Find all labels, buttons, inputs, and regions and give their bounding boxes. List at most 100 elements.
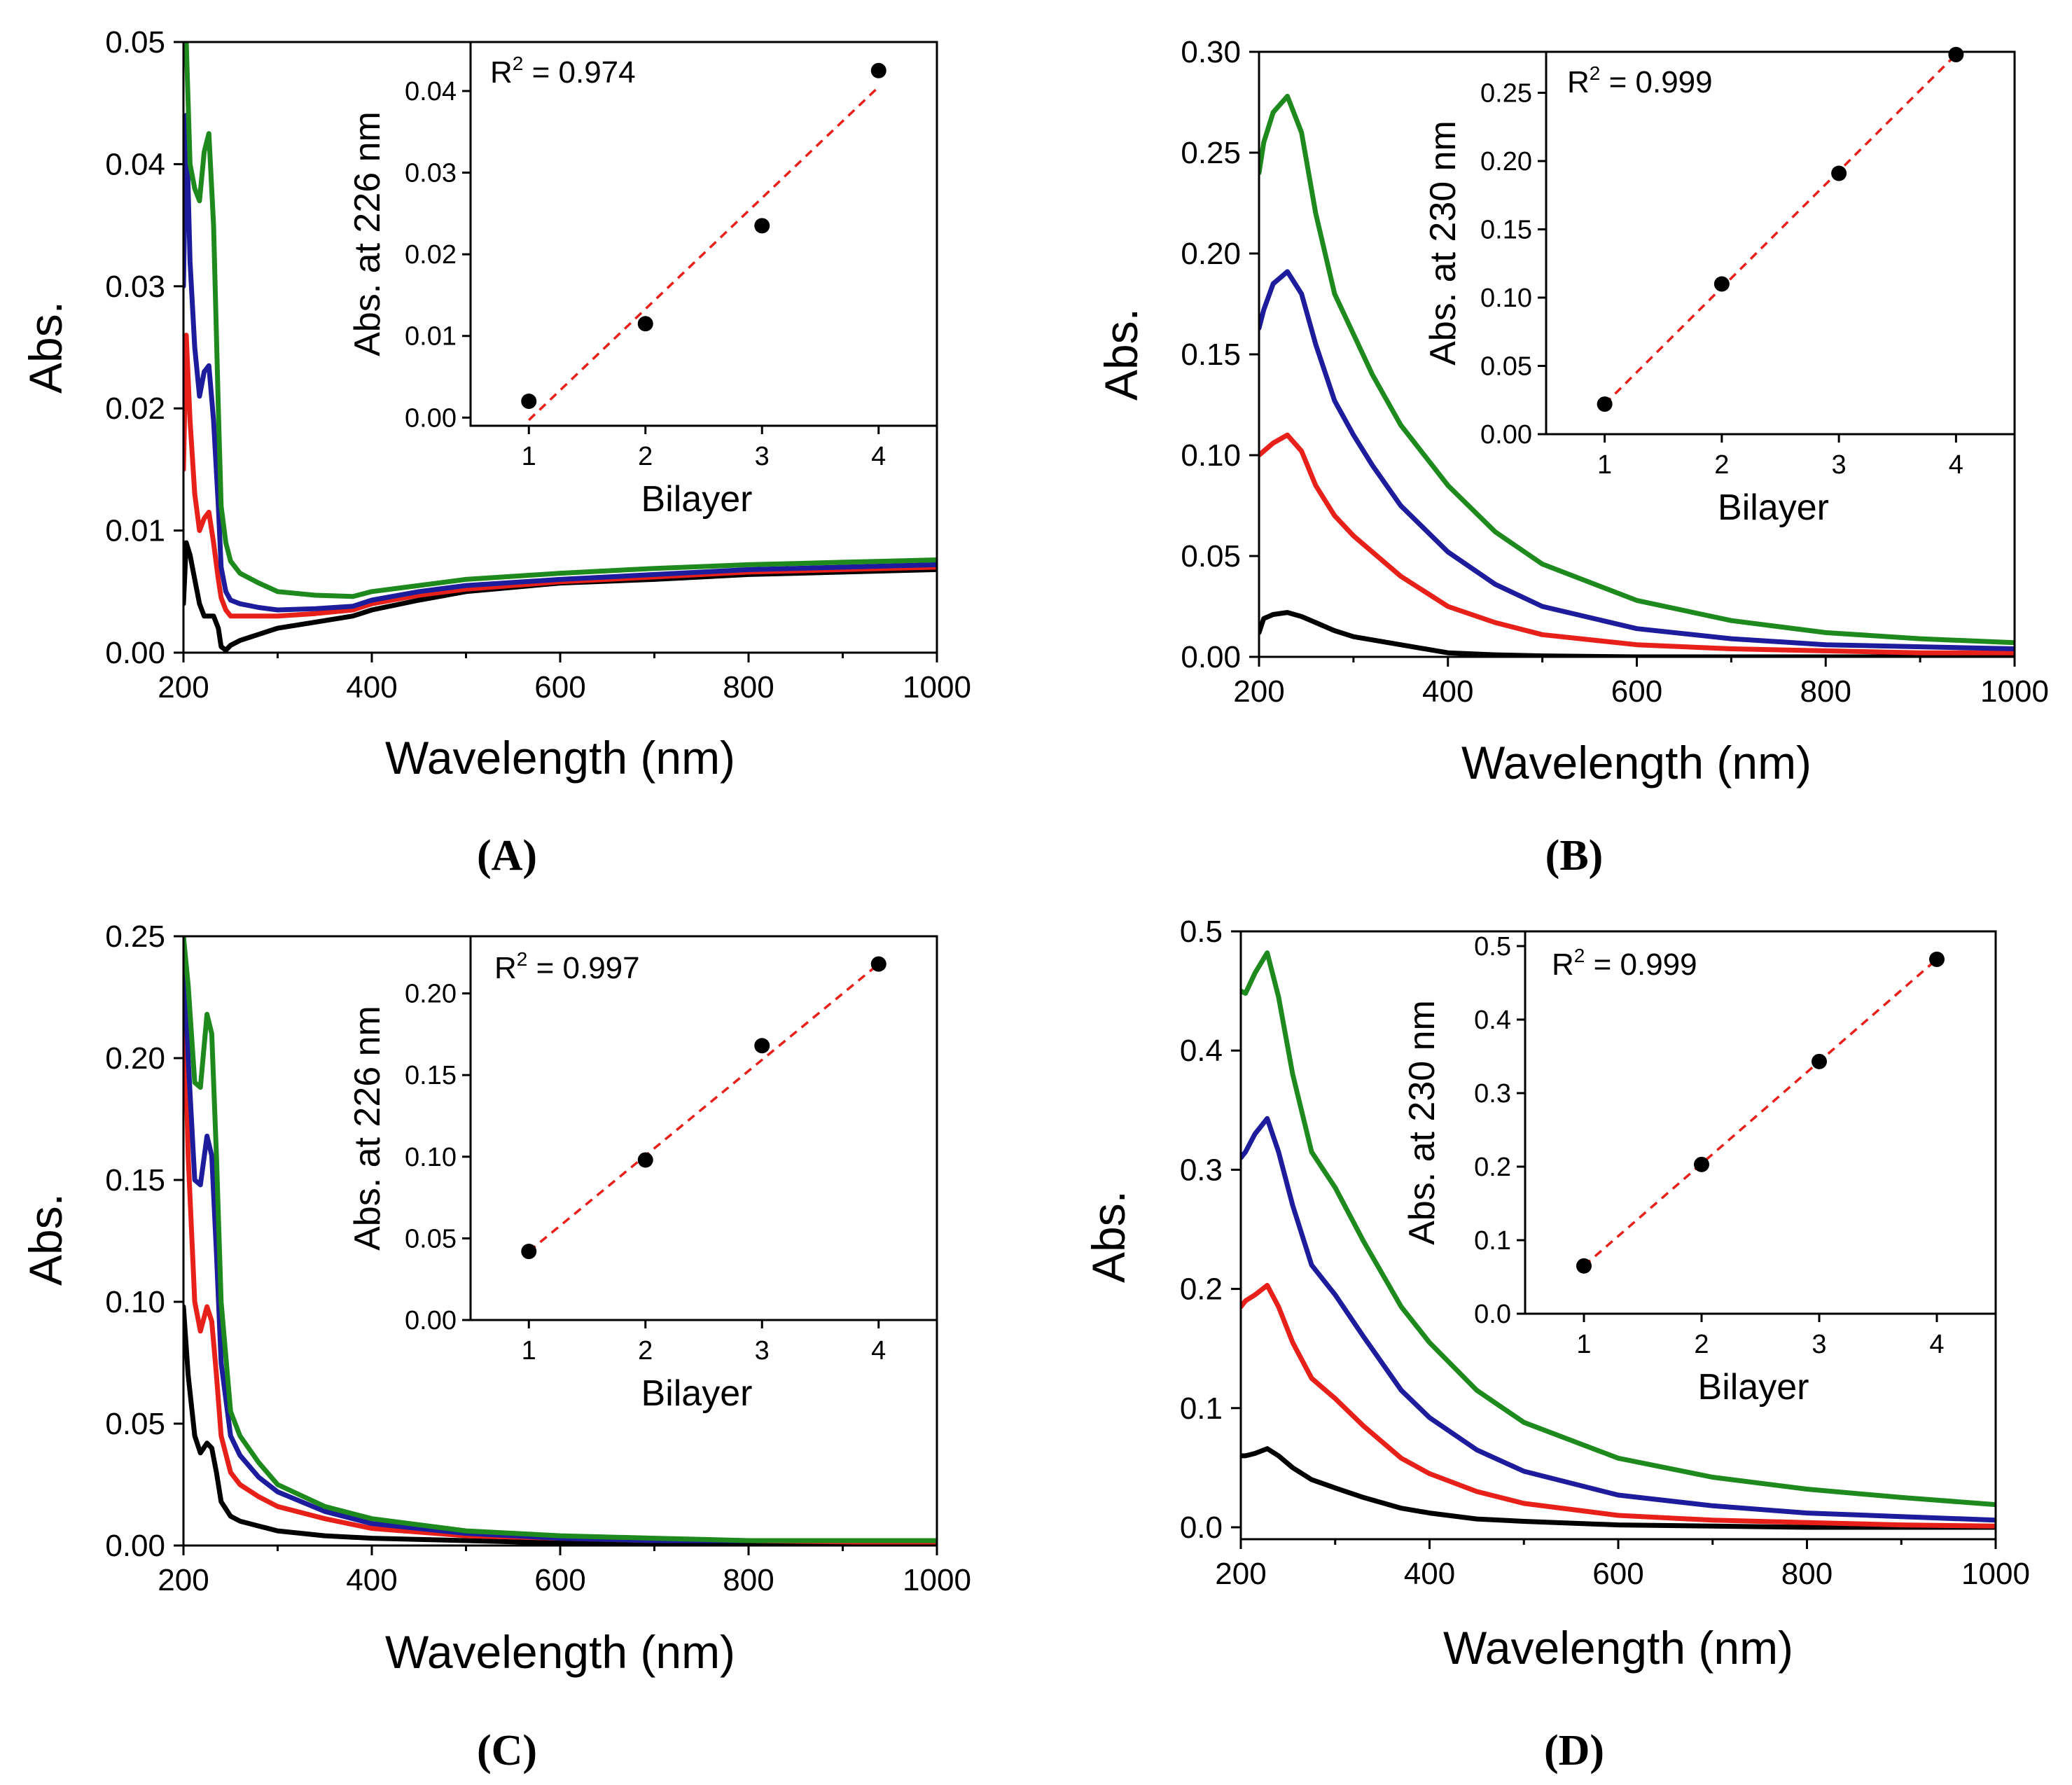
- r-squared-symbol: R: [490, 55, 513, 90]
- chart-panel-b: 200 400 600 800 1000 0.00 0.05 0.10 0.15 0.20 0.25…: [1095, 35, 2049, 880]
- data-point: [637, 316, 653, 332]
- x-tick-label: 1000: [903, 670, 971, 704]
- x-tick-label: 200: [158, 670, 209, 704]
- inset-y-tick-label: 0.02: [405, 240, 457, 270]
- series-line-4-bilayer: [1241, 950, 1996, 1508]
- x-tick-label: 1000: [903, 1563, 971, 1597]
- y-tick-label: 0.00: [105, 636, 165, 670]
- panel-label: (A): [477, 832, 537, 880]
- y-tick-label: 0.20: [1181, 237, 1241, 271]
- inset-x-tick-label: 4: [1929, 1330, 1944, 1359]
- y-tick-label: 0.04: [105, 147, 165, 181]
- inset-frame: [1545, 50, 2016, 436]
- y-tick-label: 0.4: [1180, 1034, 1223, 1068]
- inset-x-axis-label: Bilayer: [1718, 487, 1829, 528]
- inset-y-tick-label: 0.1: [1474, 1226, 1511, 1256]
- data-point: [754, 1038, 770, 1054]
- y-tick-label: 0.10: [1181, 438, 1241, 473]
- x-tick-label: 600: [534, 670, 585, 704]
- inset-y-tick-label: 0.3: [1474, 1079, 1511, 1109]
- x-tick-label: 600: [1611, 674, 1662, 709]
- inset-y-tick-label: 0.05: [405, 1224, 457, 1253]
- inset-chart: 1 2 3 4 0.00 0.05 0.10 0.15 0.20 Bilayer Abs. at 2…: [347, 935, 938, 1414]
- y-tick-label: 0.15: [105, 1163, 165, 1197]
- inset-y-tick-label: 0.15: [1480, 216, 1532, 245]
- fit-line: [528, 963, 879, 1253]
- x-tick-label: 600: [1592, 1557, 1643, 1591]
- inset-y-tick-label: 0.10: [405, 1143, 457, 1172]
- series-line-2-bilayer: [1259, 432, 2015, 655]
- inset-x-axis-label: Bilayer: [641, 479, 753, 520]
- series-line-1-bilayer: [1241, 1446, 1996, 1530]
- inset-y-tick-label: 0.01: [405, 322, 457, 352]
- inset-y-tick-label: 0.00: [405, 403, 457, 433]
- series-line-2-bilayer: [1241, 1283, 1996, 1529]
- series-line-3-bilayer: [1259, 269, 2015, 651]
- data-point: [1597, 396, 1613, 412]
- x-tick-label: 400: [1422, 674, 1473, 709]
- x-axis-label: Wavelength (nm): [385, 1626, 735, 1678]
- x-tick-label: 200: [158, 1563, 209, 1597]
- inset-x-tick-label: 4: [871, 1336, 886, 1366]
- inset-y-tick-label: 0.15: [405, 1061, 457, 1090]
- r-squared-annotation: R2 = 0.997: [494, 948, 640, 985]
- inset-x-tick-label: 3: [1812, 1330, 1826, 1359]
- r-squared-annotation: R2 = 0.974: [490, 53, 636, 90]
- y-tick-label: 0.3: [1180, 1153, 1223, 1187]
- y-tick-label: 0.30: [1181, 35, 1241, 69]
- data-point: [1812, 1053, 1827, 1069]
- y-tick-label: 0.00: [1181, 640, 1241, 674]
- data-point: [870, 956, 886, 972]
- inset-x-tick-label: 1: [1576, 1330, 1591, 1359]
- x-tick-label: 200: [1233, 674, 1284, 709]
- y-tick-label: 0.2: [1180, 1272, 1223, 1307]
- data-point: [1694, 1156, 1709, 1172]
- inset-chart: 1 2 3 4 0.00 0.01 0.02 0.03 0.04 Bilayer Abs. at 2…: [347, 41, 938, 520]
- inset-x-tick-label: 2: [1714, 450, 1729, 480]
- y-tick-label: 0.05: [1181, 539, 1241, 574]
- x-tick-label: 1000: [1961, 1557, 2030, 1591]
- inset-x-tick-label: 1: [522, 1336, 536, 1366]
- inset-frame: [1524, 930, 1997, 1315]
- inset-x-tick-label: 3: [755, 1336, 770, 1366]
- inset-y-tick-label: 0.20: [1480, 147, 1532, 176]
- x-tick-label: 400: [346, 670, 397, 704]
- r-squared-annotation: R2 = 0.999: [1552, 945, 1697, 982]
- r-squared-symbol: R: [494, 951, 517, 985]
- data-point: [754, 218, 770, 234]
- r-squared-superscript: 2: [1590, 62, 1601, 84]
- y-tick-label: 0.15: [1181, 338, 1241, 372]
- series-line-3-bilayer: [1241, 1116, 1996, 1523]
- y-axis-label: Abs.: [20, 1193, 71, 1286]
- data-point: [521, 1244, 537, 1260]
- r-squared-value: = 0.997: [527, 951, 639, 985]
- r-squared-superscript: 2: [513, 53, 524, 74]
- y-tick-label: 0.05: [105, 25, 165, 60]
- inset-x-tick-label: 2: [638, 1336, 653, 1366]
- inset-x-tick-label: 2: [1694, 1330, 1709, 1359]
- fit-line: [1604, 53, 1957, 405]
- y-tick-label: 0.10: [105, 1285, 165, 1319]
- inset-y-axis-label: Abs. at 230 nm: [1402, 1000, 1442, 1245]
- inset-y-tick-label: 0.0: [1474, 1300, 1511, 1329]
- inset-y-tick-label: 0.20: [405, 980, 457, 1009]
- panel-label: (C): [477, 1727, 537, 1774]
- x-tick-label: 800: [723, 670, 774, 704]
- inset-y-axis-label: Abs. at 230 nm: [1423, 120, 1463, 366]
- chart-panel-d: 200 400 600 800 1000 0.0 0.1 0.2 0.3 0.4 0.5 Wavele…: [1083, 915, 2030, 1774]
- y-tick-label: 0.03: [105, 270, 165, 304]
- y-tick-label: 0.25: [105, 919, 165, 954]
- x-tick-label: 800: [723, 1563, 774, 1597]
- x-tick-label: 800: [1781, 1557, 1833, 1591]
- x-axis-label: Wavelength (nm): [1461, 737, 1812, 789]
- r-squared-value: = 0.999: [1600, 65, 1712, 99]
- r-squared-annotation: R2 = 0.999: [1567, 62, 1713, 99]
- series-line-3-bilayer: [183, 113, 937, 613]
- series-line-1-bilayer: [1259, 610, 2015, 657]
- r-squared-superscript: 2: [1574, 945, 1585, 966]
- x-axis-label: Wavelength (nm): [1443, 1622, 1793, 1674]
- inset-y-tick-label: 0.03: [405, 159, 457, 188]
- y-tick-label: 0.20: [105, 1041, 165, 1076]
- series-line-4-bilayer: [183, 936, 937, 1543]
- y-tick-label: 0.02: [105, 391, 165, 426]
